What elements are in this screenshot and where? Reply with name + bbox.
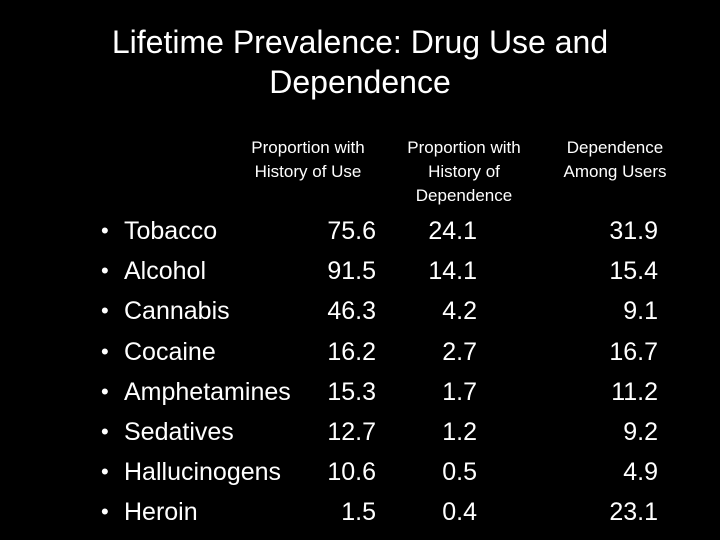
dependence-among-users-value: 23.1: [609, 498, 658, 527]
bullet-icon: •: [101, 459, 109, 485]
table-row-cocaine: • Cocaine 16.2 2.7 16.7: [0, 332, 720, 372]
column-header-history-of-use: Proportion with History of Use: [238, 136, 378, 184]
column-header-line: History of Use: [254, 162, 362, 181]
history-of-use-value: 46.3: [327, 297, 376, 326]
bullet-icon: •: [101, 338, 109, 364]
history-of-dependence-value: 4.2: [442, 297, 477, 326]
bullet-icon: •: [101, 258, 109, 284]
dependence-among-users-value: 9.2: [623, 417, 658, 446]
history-of-dependence-value: 0.4: [442, 498, 477, 527]
dependence-among-users-value: 11.2: [611, 377, 658, 406]
history-of-use-value: 12.7: [327, 417, 376, 446]
bullet-icon: •: [101, 298, 109, 324]
prevalence-table: • Tobacco 75.6 24.1 31.9 • Alcohol 91.5 …: [0, 211, 720, 533]
column-header-history-of-dependence: Proportion with History of Dependence: [395, 136, 533, 208]
table-row-hallucinogens: • Hallucinogens 10.6 0.5 4.9: [0, 452, 720, 492]
column-header-line: Among Users: [563, 162, 667, 181]
dependence-among-users-value: 16.7: [609, 337, 658, 366]
bullet-icon: •: [101, 218, 109, 243]
column-header-line: Dependence: [415, 186, 513, 205]
table-row-cannabis: • Cannabis 46.3 4.2 9.1: [0, 291, 720, 331]
drug-name: Tobacco: [124, 217, 218, 245]
table-row-sedatives: • Sedatives 12.7 1.2 9.2: [0, 412, 720, 452]
history-of-dependence-value: 0.5: [442, 458, 477, 487]
history-of-use-value: 10.6: [327, 458, 376, 487]
history-of-dependence-value: 1.7: [442, 377, 477, 406]
dependence-among-users-value: 9.1: [623, 297, 658, 326]
table-row-amphetamines: • Amphetamines 15.3 1.7 11.2: [0, 372, 720, 412]
dependence-among-users-value: 31.9: [609, 217, 658, 245]
history-of-use-value: 75.6: [327, 217, 376, 245]
drug-name: Hallucinogens: [124, 458, 282, 487]
column-header-line: Dependence: [566, 138, 664, 157]
column-header-line: Proportion with: [407, 138, 521, 157]
drug-name: Amphetamines: [124, 377, 291, 406]
dependence-among-users-value: 4.9: [623, 458, 658, 487]
drug-name: Sedatives: [124, 417, 234, 446]
history-of-dependence-value: 14.1: [428, 257, 477, 286]
column-header-dependence-among-users: Dependence Among Users: [548, 136, 682, 184]
table-row-alcohol: • Alcohol 91.5 14.1 15.4: [0, 251, 720, 291]
drug-name: Alcohol: [124, 257, 206, 286]
bullet-icon: •: [101, 378, 109, 404]
bullet-icon: •: [101, 499, 109, 525]
history-of-use-value: 91.5: [327, 257, 376, 286]
history-of-use-value: 16.2: [327, 337, 376, 366]
table-row-tobacco: • Tobacco 75.6 24.1 31.9: [0, 211, 720, 251]
column-header-line: Proportion with: [251, 138, 365, 157]
history-of-dependence-value: 2.7: [442, 337, 477, 366]
drug-name: Cocaine: [124, 337, 216, 366]
column-header-line: History of: [428, 162, 500, 181]
dependence-among-users-value: 15.4: [609, 257, 658, 286]
table-row-heroin: • Heroin 1.5 0.4 23.1: [0, 492, 720, 532]
history-of-dependence-value: 24.1: [428, 217, 477, 245]
history-of-use-value: 1.5: [341, 498, 376, 527]
slide-title: Lifetime Prevalence: Drug Use and Depend…: [0, 22, 720, 102]
slide-title-line-2: Dependence: [269, 64, 451, 100]
bullet-icon: •: [101, 418, 109, 444]
drug-name: Heroin: [124, 498, 198, 527]
drug-name: Cannabis: [124, 297, 230, 326]
history-of-use-value: 15.3: [327, 377, 376, 406]
slide-title-line-1: Lifetime Prevalence: Drug Use and: [111, 24, 609, 60]
history-of-dependence-value: 1.2: [442, 417, 477, 446]
